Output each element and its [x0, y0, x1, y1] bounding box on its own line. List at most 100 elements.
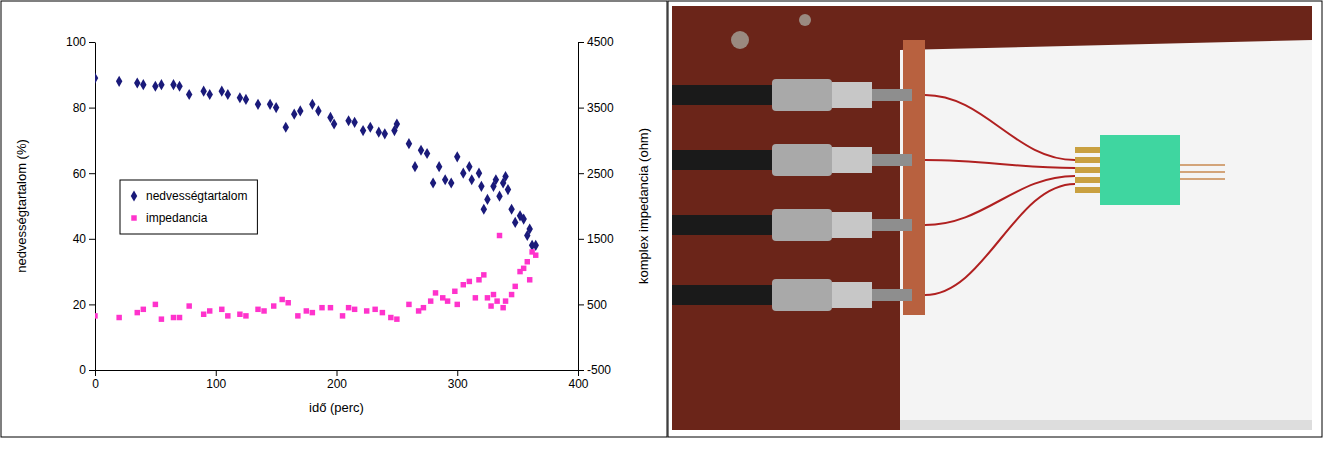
- point: [436, 161, 442, 172]
- foam-block: [900, 40, 1312, 430]
- point: [206, 89, 212, 100]
- point: [502, 171, 508, 182]
- tick-label: 2500: [587, 167, 614, 181]
- point: [394, 316, 399, 321]
- point: [152, 81, 158, 92]
- point: [345, 115, 351, 126]
- photo-background: [672, 6, 1312, 430]
- point: [367, 122, 373, 133]
- tick: 200: [327, 370, 347, 391]
- point: [225, 89, 231, 100]
- sensor-pin: [1180, 171, 1225, 173]
- tick-label: 500: [587, 298, 607, 312]
- point: [186, 303, 191, 308]
- point: [497, 233, 502, 238]
- tick: 4500: [578, 35, 614, 49]
- point: [512, 284, 517, 289]
- tick-mark: [89, 239, 95, 240]
- chip-pad: [1075, 167, 1100, 173]
- legend-symbol: [131, 190, 137, 201]
- point: [521, 266, 526, 271]
- point: [461, 282, 466, 287]
- point: [351, 117, 357, 128]
- point: [481, 272, 486, 277]
- point: [372, 307, 377, 312]
- point: [207, 308, 212, 313]
- point: [170, 79, 176, 90]
- point: [243, 313, 248, 318]
- tick-label: 0: [92, 377, 99, 391]
- cable: [672, 285, 772, 305]
- chip-pad: [1075, 147, 1100, 153]
- point: [360, 125, 366, 136]
- sensor-pin: [1180, 178, 1225, 180]
- y-axis-line: [95, 43, 96, 371]
- point: [310, 310, 315, 315]
- tick-mark: [578, 370, 584, 371]
- point: [267, 99, 273, 110]
- point: [525, 259, 530, 264]
- point: [416, 308, 421, 313]
- tick: 100: [206, 370, 226, 391]
- tick: 1500: [578, 232, 614, 246]
- y2-axis: -5005001500250035004500: [578, 35, 614, 377]
- chip-pad: [1075, 187, 1100, 193]
- y-axis-title: nedvességtartalom (%): [14, 139, 29, 273]
- point: [509, 292, 514, 297]
- point: [346, 305, 351, 310]
- point: [315, 105, 321, 116]
- tick: 0: [92, 370, 99, 391]
- legend-symbol: [131, 215, 136, 220]
- wire: [925, 184, 1075, 295]
- point: [473, 295, 478, 300]
- tick-label: 4500: [587, 35, 614, 49]
- bnc-nut: [832, 147, 872, 173]
- point: [177, 315, 182, 320]
- point: [255, 307, 260, 312]
- point: [406, 138, 412, 149]
- tick-mark: [216, 370, 217, 376]
- tick: -500: [578, 363, 611, 377]
- point: [331, 118, 337, 129]
- tick-mark: [337, 370, 338, 376]
- point: [135, 310, 140, 315]
- point: [319, 305, 324, 310]
- tick: 40: [73, 232, 95, 246]
- y2-axis-line: [578, 43, 579, 371]
- point: [445, 298, 450, 303]
- tick-label: 400: [568, 377, 588, 391]
- series: [95, 72, 539, 250]
- legend-box: [120, 180, 257, 234]
- point: [237, 312, 242, 317]
- point: [243, 94, 249, 105]
- legend-label: impedancia: [146, 211, 208, 225]
- point: [500, 305, 505, 310]
- point: [255, 99, 261, 110]
- y2-axis-title: komplex impedancia (ohm): [636, 128, 651, 284]
- tick-label: 300: [448, 377, 468, 391]
- tick-mark: [89, 108, 95, 109]
- point: [421, 305, 426, 310]
- plot-area: [95, 72, 539, 321]
- point: [526, 223, 532, 234]
- table-cell: [668, 1, 1322, 437]
- tick-label: 1500: [587, 232, 614, 246]
- y-axis: 020406080100: [66, 35, 96, 377]
- point: [95, 313, 98, 318]
- point: [469, 174, 475, 185]
- point: [512, 217, 518, 228]
- point: [380, 310, 385, 315]
- point: [201, 312, 206, 317]
- point: [285, 300, 290, 305]
- tick: 400: [568, 370, 588, 391]
- tick-mark: [578, 173, 584, 174]
- point: [116, 315, 121, 320]
- tick-mark: [578, 304, 584, 305]
- point: [430, 177, 436, 188]
- point: [503, 298, 508, 303]
- point: [261, 308, 266, 313]
- series: [95, 233, 538, 322]
- tick-label: 60: [73, 167, 87, 181]
- point: [140, 79, 146, 90]
- point: [176, 81, 182, 92]
